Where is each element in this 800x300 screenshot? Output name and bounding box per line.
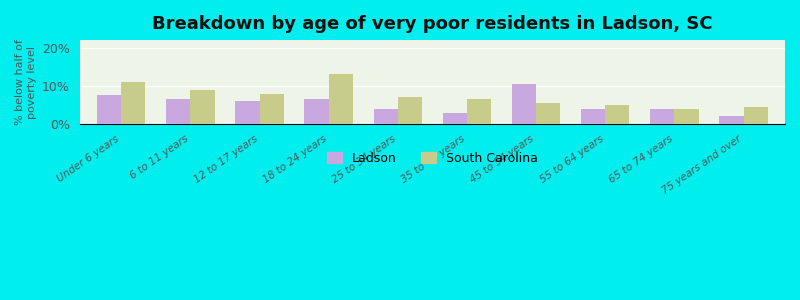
Bar	[743, 107, 768, 124]
Bar	[536, 103, 560, 124]
Bar	[398, 97, 422, 124]
Bar	[235, 101, 259, 124]
Y-axis label: % below half of
poverty level: % below half of poverty level	[15, 39, 37, 125]
Bar	[650, 109, 674, 124]
Bar	[259, 94, 284, 124]
Legend: Ladson, South Carolina: Ladson, South Carolina	[322, 147, 543, 170]
Bar	[674, 109, 698, 124]
Bar	[374, 109, 398, 124]
Bar	[606, 105, 630, 124]
Bar	[97, 95, 122, 124]
Bar	[512, 84, 536, 124]
Bar	[581, 109, 606, 124]
Bar	[467, 99, 491, 124]
Bar	[190, 90, 214, 124]
Bar	[122, 82, 146, 124]
Bar	[719, 116, 743, 124]
Bar	[329, 74, 353, 124]
Bar	[166, 99, 190, 124]
Bar	[305, 99, 329, 124]
Title: Breakdown by age of very poor residents in Ladson, SC: Breakdown by age of very poor residents …	[152, 15, 713, 33]
Bar	[442, 112, 467, 124]
